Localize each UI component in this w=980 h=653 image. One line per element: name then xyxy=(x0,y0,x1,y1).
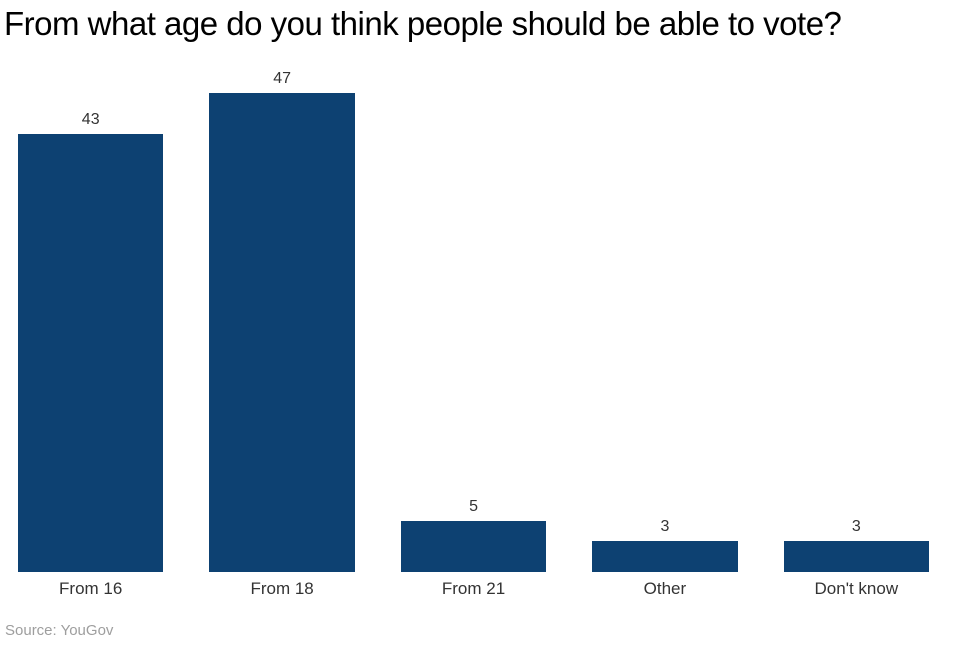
x-axis-label: From 16 xyxy=(59,579,123,598)
bar xyxy=(18,134,164,572)
x-axis-labels: From 16 From 18 From 21 Other Don't know xyxy=(18,579,929,599)
x-axis-label: From 18 xyxy=(250,579,314,598)
bar-column: 3 xyxy=(783,60,930,572)
x-axis-label: Don't know xyxy=(814,579,899,598)
source-label: Source: YouGov xyxy=(5,622,114,639)
bar-column: 47 xyxy=(209,60,355,572)
bar-column: 43 xyxy=(18,60,164,572)
plot-area: 43 47 5 3 3 xyxy=(18,60,930,572)
bar xyxy=(783,541,930,572)
x-axis-label: From 21 xyxy=(441,579,506,598)
bar-value-label: 3 xyxy=(851,518,861,535)
bar-value-label: 43 xyxy=(81,111,100,128)
bar-column: 3 xyxy=(592,60,738,572)
bar-value-label: 5 xyxy=(469,498,478,515)
chart-title: From what age do you think people should… xyxy=(4,5,842,42)
bar xyxy=(400,521,547,572)
bar-column: 5 xyxy=(400,60,547,572)
bar xyxy=(592,541,738,572)
bar-value-label: 47 xyxy=(273,70,291,87)
bar-value-label: 3 xyxy=(660,518,670,535)
x-axis-label: Other xyxy=(643,579,687,598)
bar xyxy=(209,93,355,572)
